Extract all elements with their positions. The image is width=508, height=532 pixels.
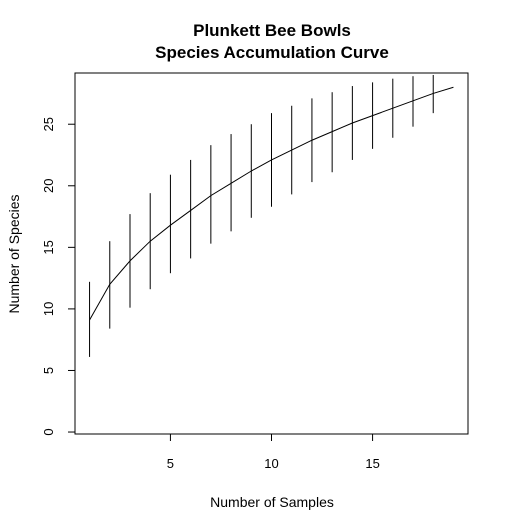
curve-layer	[89, 86, 454, 321]
error-bars	[89, 74, 434, 357]
y-tick-label: 10	[41, 302, 56, 316]
y-tick-label: 5	[41, 367, 56, 374]
y-axis-label: Number of Species	[6, 194, 22, 313]
chart-subtitle: Species Accumulation Curve	[155, 43, 389, 62]
y-tick-label: 20	[41, 179, 56, 193]
x-tick-label: 15	[365, 456, 379, 471]
x-tick-label: 5	[167, 456, 174, 471]
y-tick-label: 15	[41, 240, 56, 254]
accumulation-curve	[89, 86, 454, 321]
x-axis: 5 10 15	[167, 434, 380, 471]
y-axis: 0 5 10 15 20 25	[41, 117, 75, 436]
x-axis-label: Number of Samples	[210, 494, 334, 510]
y-tick-label: 25	[41, 117, 56, 131]
y-tick-label: 0	[41, 428, 56, 435]
x-tick-label: 10	[264, 456, 278, 471]
chart-title: Plunkett Bee Bowls	[193, 21, 351, 40]
